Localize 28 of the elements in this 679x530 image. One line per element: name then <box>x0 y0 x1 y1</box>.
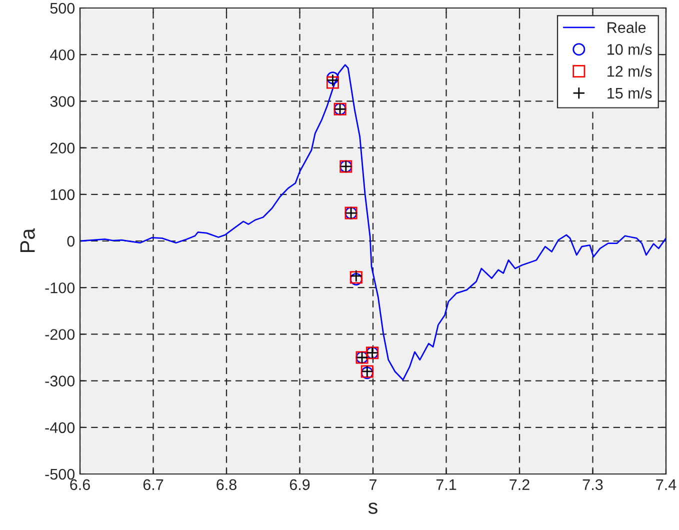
x-tick-label: 7.1 <box>436 479 456 490</box>
point <box>326 76 339 89</box>
x-tick-label: 6.9 <box>290 479 310 490</box>
legend-label: 12 m/s <box>608 66 652 77</box>
y-tick-label: 200 <box>50 142 75 154</box>
y-tick-label: 300 <box>50 96 75 107</box>
y-tick-label: -400 <box>45 422 75 434</box>
x-tick-label: 6.8 <box>216 479 236 490</box>
y-tick-label: 500 <box>50 2 75 14</box>
y-tick-label: -300 <box>45 376 75 386</box>
legend-label: 10 m/s <box>608 44 652 55</box>
x-tick-label: 6.6 <box>70 479 90 490</box>
y-tick-label: -200 <box>45 329 75 340</box>
legend-label: Reale <box>608 22 646 33</box>
y-axis-title: Pa <box>20 228 35 252</box>
y-tick-label: -100 <box>45 282 75 294</box>
line-series <box>80 64 666 381</box>
legend-label: 15 m/s <box>608 87 652 99</box>
x-tick-label: 7.2 <box>510 479 530 490</box>
x-tick-label: 7 <box>370 479 376 490</box>
y-tick-label: -500 <box>45 468 75 480</box>
y-tick-label: 400 <box>50 49 75 60</box>
x-axis-title: s <box>368 502 378 514</box>
y-tick-label: 100 <box>50 189 75 200</box>
x-tick-label: 6.7 <box>143 479 164 490</box>
x-tick-label: 7.3 <box>582 479 603 490</box>
x-tick-label: 7.4 <box>656 479 676 490</box>
y-tick-label: 0 <box>67 236 75 247</box>
